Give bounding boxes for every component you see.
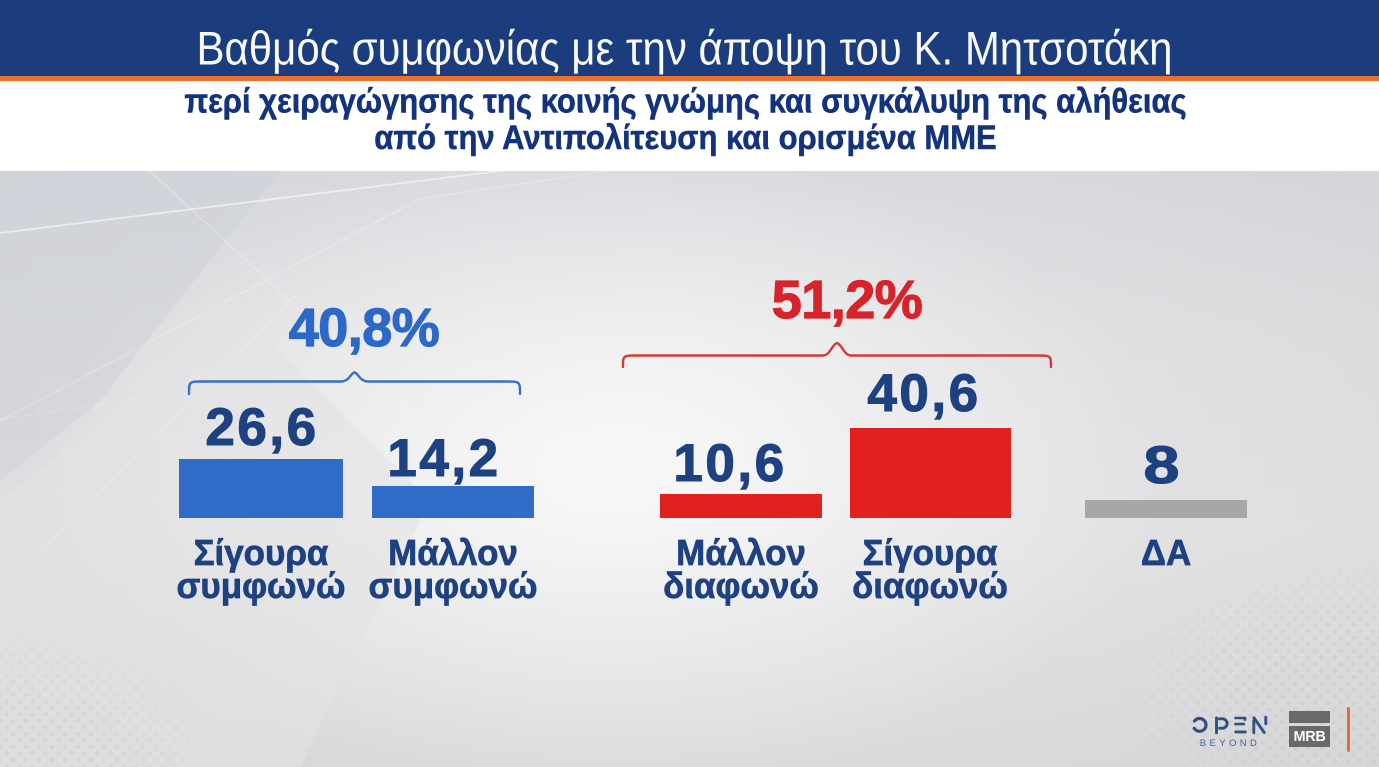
svg-text:BEYOND: BEYOND: [1200, 738, 1261, 749]
